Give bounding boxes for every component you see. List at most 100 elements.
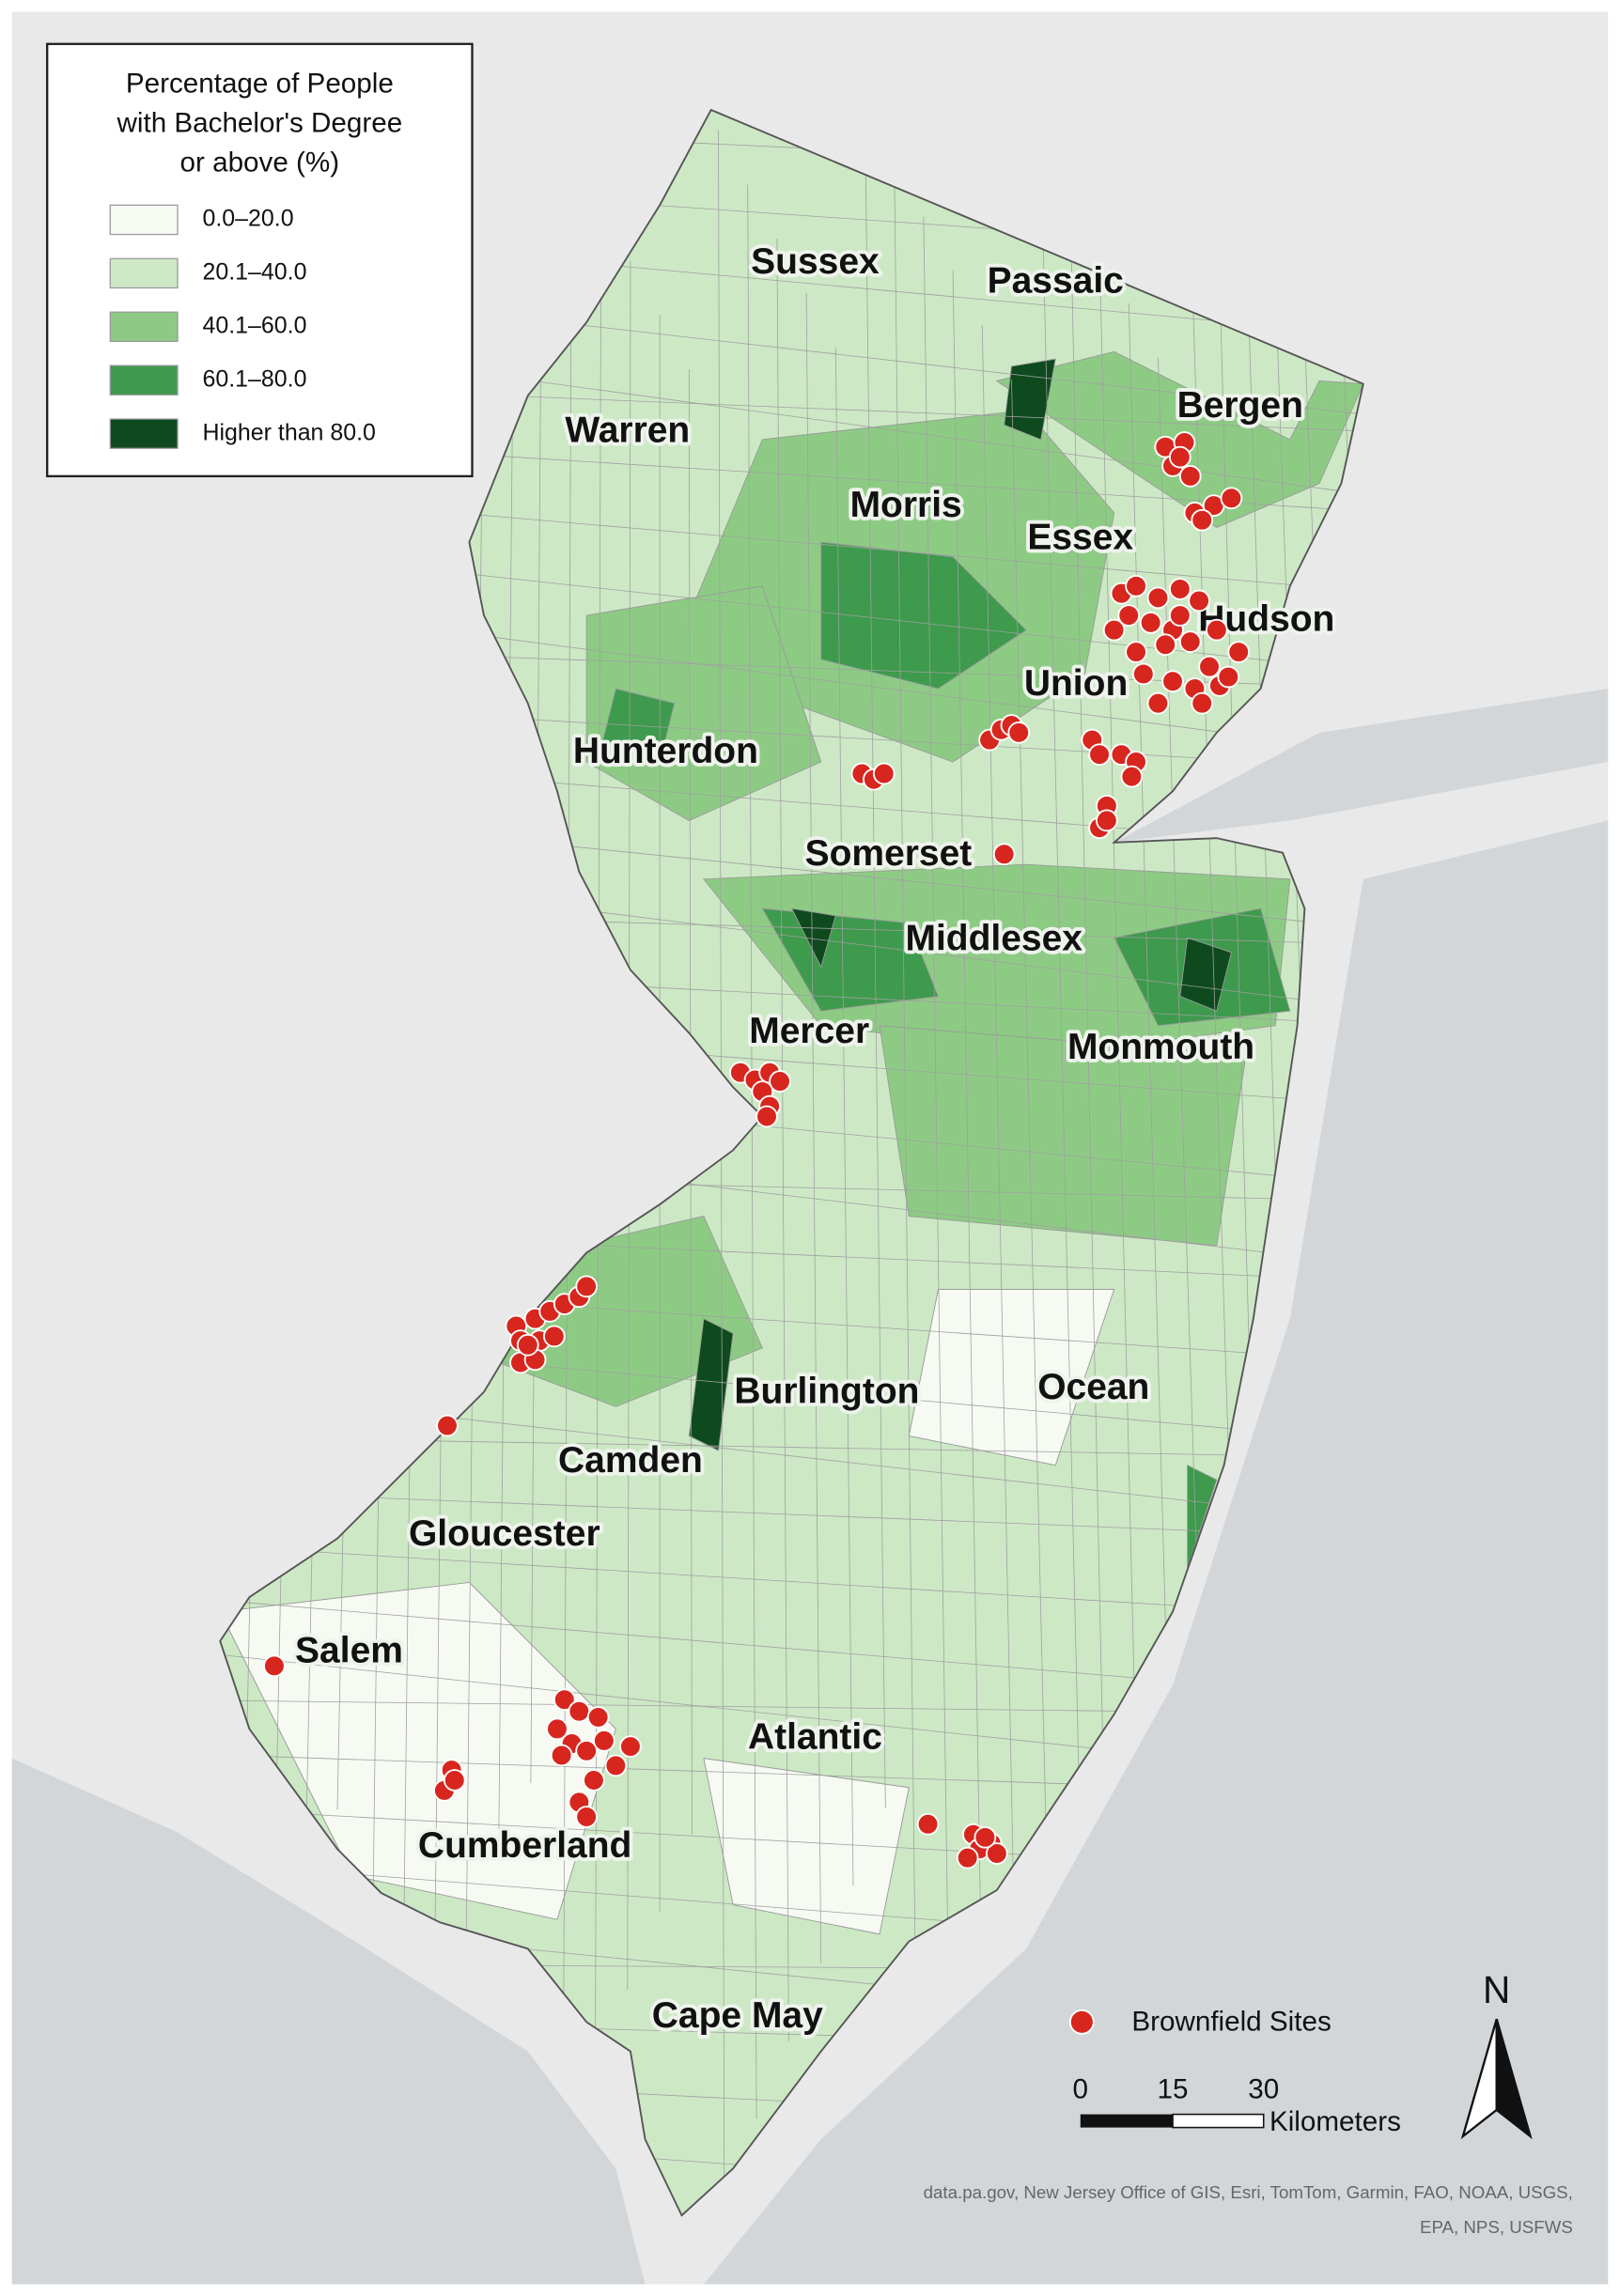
brownfield-site (1154, 633, 1177, 657)
county-label: Atlantic (748, 1717, 882, 1758)
brownfield-site (1146, 691, 1170, 715)
county-label: Ocean (1037, 1367, 1149, 1407)
scale-label: 30 (1248, 2073, 1279, 2104)
brownfield-site (1146, 586, 1170, 610)
state (219, 108, 1364, 2217)
brownfield-site (1191, 508, 1214, 532)
brownfield-site (769, 1070, 791, 1093)
brownfield-site (1161, 670, 1184, 693)
county-label: Cape May (652, 1995, 823, 2036)
brownfield-site (1125, 575, 1147, 597)
brownfield-site (974, 1825, 997, 1849)
county-label: Morris (850, 485, 962, 525)
brownfield-site (604, 1754, 628, 1777)
brownfield-site (575, 1275, 599, 1298)
attribution: data.pa.gov, New Jersey Office of GIS, E… (924, 2182, 1573, 2202)
brownfield-site (1227, 641, 1251, 663)
legend-label: 0.0–20.0 (203, 206, 294, 232)
legend-label: 40.1–60.0 (203, 312, 307, 338)
legend: Percentage of People with Bachelor's Degr… (46, 42, 474, 478)
brownfield-site (593, 1730, 615, 1752)
tract-line (1040, 140, 1080, 1782)
north-label: N (1483, 1968, 1510, 2011)
county-label: Gloucester (409, 1513, 600, 1554)
county-label: Union (1024, 663, 1128, 704)
county-label: Warren (565, 410, 690, 450)
legend-title: with Bachelor's Degree (116, 107, 402, 138)
tract-line (981, 325, 1015, 1937)
ocean (703, 820, 1609, 2285)
tract-line (952, 271, 983, 2015)
sites-legend-symbol (1068, 2009, 1095, 2035)
tract-line (718, 130, 725, 2196)
scale-label: 15 (1158, 2073, 1189, 2104)
brownfield-site (1102, 618, 1126, 642)
county-label: Burlington (734, 1372, 919, 1412)
brownfield-site (619, 1735, 642, 1758)
brownfield-site (1191, 691, 1214, 715)
county-label: Somerset (805, 833, 973, 874)
tract-line (834, 347, 854, 1886)
brownfield-site (1168, 604, 1192, 627)
scale-bar-black (1080, 2114, 1174, 2128)
legend-swatch (109, 418, 179, 449)
brownfield-site (992, 843, 1016, 866)
scale-unit: Kilometers (1270, 2106, 1401, 2137)
brownfield-site (546, 1717, 569, 1741)
legend-swatch (109, 204, 179, 236)
county-label: Cumberland (418, 1825, 631, 1866)
tract-line (1011, 379, 1048, 1860)
scale-label: 0 (1073, 2073, 1088, 2104)
county-label: Mercer (749, 1011, 869, 1051)
brownfield-site (1217, 665, 1240, 689)
brownfield-site (443, 1769, 466, 1792)
legend-label: 20.1–40.0 (203, 258, 307, 285)
legend-swatch (109, 257, 179, 289)
brownfield-site (1139, 612, 1162, 634)
county-label: Essex (1027, 517, 1133, 557)
brownfield-site (1220, 487, 1243, 510)
north-arrow-right (1495, 2018, 1533, 2140)
brownfield-site (263, 1654, 286, 1678)
legend-swatch (109, 311, 179, 343)
brownfield-site (1205, 618, 1228, 642)
legend-title: or above (%) (180, 147, 340, 178)
tract-line (747, 184, 757, 2119)
sites-legend-label: Brownfield Sites (1131, 2007, 1331, 2038)
tract-line (805, 292, 822, 1963)
county-label: Bergen (1177, 385, 1303, 426)
delaware-bay (11, 1758, 646, 2285)
brownfield-site (550, 1744, 573, 1767)
attribution: EPA, NPS, USFWS (1420, 2217, 1573, 2237)
brownfield-site (583, 1769, 605, 1792)
brownfield-site (956, 1846, 979, 1869)
brownfield-site (755, 1105, 778, 1128)
brownfield-site (1131, 662, 1155, 686)
county-label: Salem (295, 1631, 403, 1671)
county-label: Sussex (751, 241, 880, 282)
county-label: Hunterdon (573, 731, 758, 771)
sites (263, 431, 1251, 1869)
legend-title: Percentage of People (126, 68, 394, 99)
county-label: Camden (558, 1440, 703, 1481)
brownfield-site (575, 1739, 599, 1762)
county-label: Monmouth (1067, 1027, 1254, 1067)
state-outline (219, 108, 1364, 2217)
brownfield-site (1117, 604, 1141, 627)
brownfield-site (1088, 743, 1111, 767)
brownfield-site (553, 1688, 576, 1712)
brownfield-site (1125, 641, 1147, 663)
brownfield-site (1007, 721, 1031, 744)
brownfield-site (872, 762, 896, 785)
tract-area (1179, 937, 1232, 1012)
brownfield-site (1095, 809, 1118, 832)
raritan-bay (1114, 689, 1609, 843)
tract-line (1333, 109, 1363, 1885)
brownfield-site (1178, 630, 1202, 653)
brownfield-site (568, 1699, 591, 1723)
tract-area (1004, 358, 1056, 441)
brownfield-site (1188, 589, 1210, 613)
